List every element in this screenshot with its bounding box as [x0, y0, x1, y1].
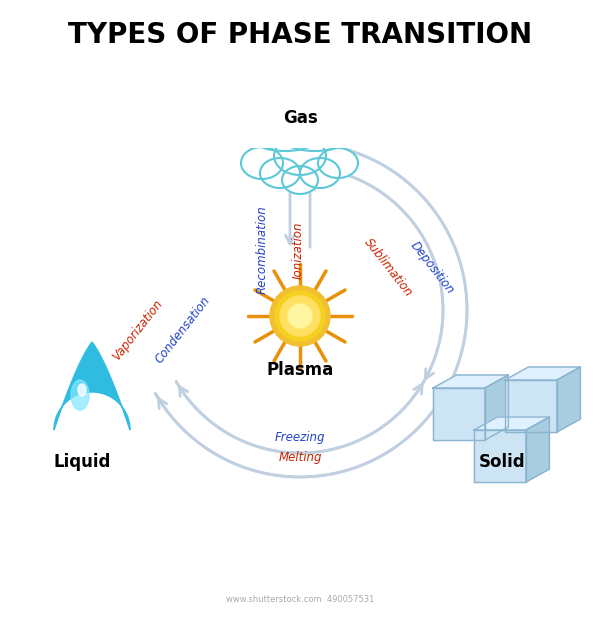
Polygon shape [505, 367, 580, 380]
Text: Solid: Solid [479, 453, 526, 471]
Circle shape [270, 286, 330, 346]
Text: Gas: Gas [283, 109, 317, 127]
Polygon shape [433, 375, 508, 388]
Ellipse shape [318, 148, 358, 178]
Ellipse shape [260, 158, 300, 188]
Polygon shape [485, 375, 508, 440]
Text: Vaporization: Vaporization [110, 297, 166, 363]
FancyBboxPatch shape [240, 128, 360, 148]
Text: Recombination: Recombination [256, 206, 269, 294]
Text: Condensation: Condensation [153, 294, 213, 366]
Text: Sublimation: Sublimation [361, 236, 415, 299]
Text: Freezing: Freezing [275, 430, 325, 443]
Polygon shape [505, 380, 557, 432]
Text: www.shutterstock.com  490057531: www.shutterstock.com 490057531 [226, 595, 374, 604]
Ellipse shape [300, 158, 340, 188]
Circle shape [288, 304, 312, 328]
Text: Liquid: Liquid [53, 453, 110, 471]
Text: Deposition: Deposition [407, 239, 457, 297]
Polygon shape [557, 367, 580, 432]
Circle shape [275, 291, 325, 341]
Polygon shape [433, 388, 485, 440]
Ellipse shape [71, 380, 89, 410]
Text: TYPES OF PHASE TRANSITION: TYPES OF PHASE TRANSITION [68, 21, 532, 49]
Polygon shape [526, 417, 550, 482]
Text: Melting: Melting [278, 451, 322, 464]
Ellipse shape [241, 147, 283, 179]
Polygon shape [474, 430, 526, 482]
Text: Ionization: Ionization [292, 221, 305, 279]
Text: Plasma: Plasma [266, 361, 334, 379]
Ellipse shape [282, 166, 318, 194]
Ellipse shape [254, 129, 316, 151]
Circle shape [280, 296, 320, 336]
Ellipse shape [284, 129, 346, 151]
Ellipse shape [78, 384, 86, 396]
Polygon shape [474, 417, 550, 430]
Ellipse shape [274, 137, 326, 175]
Polygon shape [54, 342, 130, 430]
